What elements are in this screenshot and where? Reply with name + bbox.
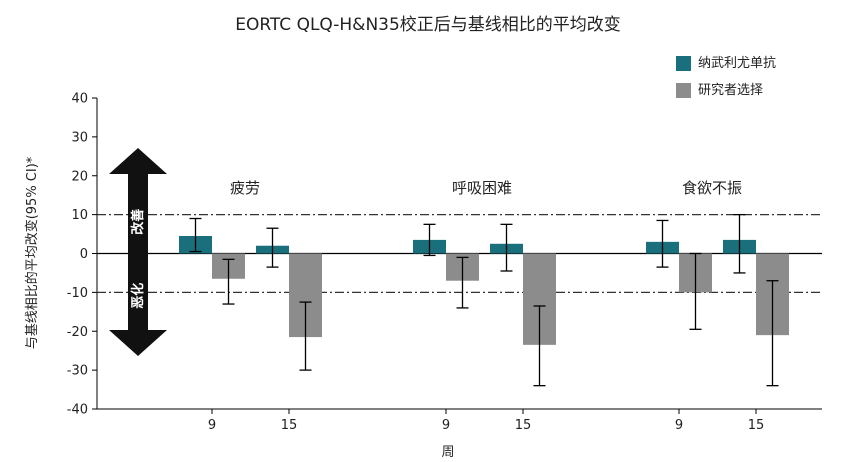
y-tick-label: -40 [67, 403, 88, 418]
direction-arrow [109, 148, 167, 356]
worsen-label: 恶化 [130, 283, 146, 309]
legend-swatch [676, 83, 691, 98]
x-tick-label: 15 [281, 418, 298, 433]
legend-swatch [676, 56, 691, 71]
y-tick-label: -20 [67, 325, 88, 340]
y-tick-label: 10 [71, 208, 88, 223]
x-tick-label: 15 [748, 418, 765, 433]
x-tick-label: 9 [675, 418, 683, 433]
group-label: 疲劳 [230, 179, 260, 197]
y-tick-label: 20 [71, 169, 88, 184]
legend-label: 研究者选择 [698, 83, 763, 98]
y-tick-label: 0 [80, 247, 88, 262]
x-axis-label: 周 [441, 445, 454, 460]
group-label: 食欲不振 [682, 179, 742, 197]
x-tick-label: 9 [442, 418, 450, 433]
x-tick-label: 9 [208, 418, 216, 433]
group-label: 呼吸困难 [452, 179, 512, 197]
y-tick-label: -30 [67, 364, 88, 379]
improve-label: 改善 [130, 209, 146, 235]
legend-label: 纳武利尤单抗 [698, 56, 776, 71]
y-tick-label: 40 [71, 92, 88, 107]
y-tick-label: 30 [71, 130, 88, 145]
chart-title: EORTC QLQ-H&N35校正后与基线相比的平均改变 [235, 15, 621, 35]
y-axis-label: 与基线相比的平均改变(95% CI)* [24, 156, 40, 349]
x-tick-label: 15 [515, 418, 532, 433]
y-tick-label: -10 [67, 286, 88, 301]
